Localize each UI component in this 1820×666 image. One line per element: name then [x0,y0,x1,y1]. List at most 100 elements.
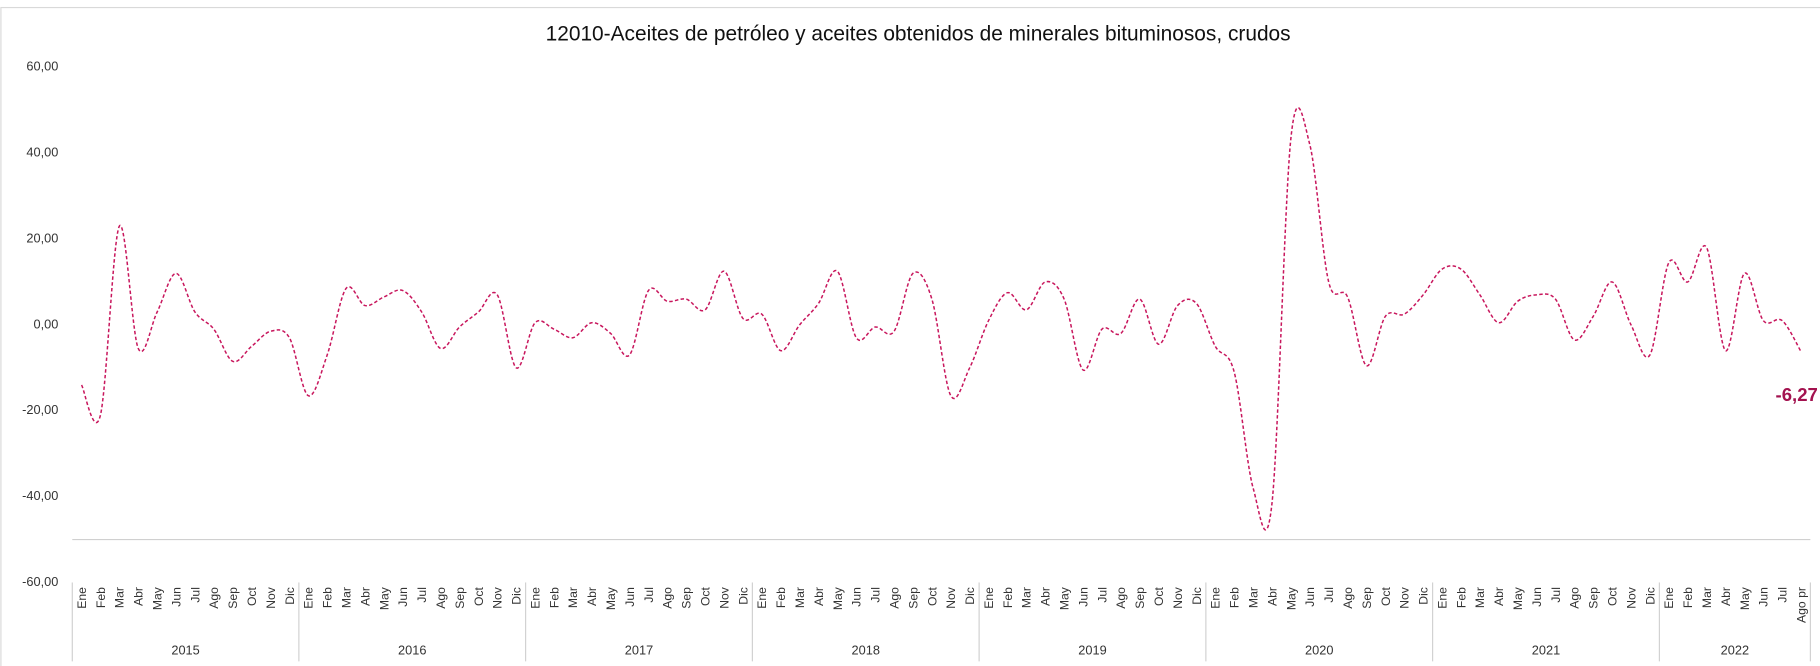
x-tick-label: Ago [1341,587,1355,609]
y-tick-label: -40,00 [22,488,58,503]
x-tick-label: Jun [396,587,410,607]
x-tick-label: Mar [1020,587,1034,608]
x-tick-label: May [1738,586,1752,610]
x-tick-label: Ago pr [1794,587,1808,623]
x-tick-label: Mar [339,587,353,608]
x-tick-label: Ago [434,587,448,609]
x-tick-label: Jun [623,587,637,607]
chart-title: 12010-Aceites de petróleo y aceites obte… [546,22,1291,45]
x-tick-label: Nov [717,586,731,609]
x-tick-label: Sep [453,587,467,609]
x-tick-label: Ene [1662,587,1676,609]
y-tick-label: -20,00 [22,402,58,417]
x-tick-label: Abr [1719,587,1733,606]
x-tick-label: Ago [207,587,221,609]
x-tick-label: May [1284,586,1298,610]
x-tick-label: Dic [1190,587,1204,605]
x-tick-label: Oct [245,586,259,606]
x-tick-label: Jul [188,587,202,603]
x-tick-label: Jul [1549,587,1563,603]
x-tick-label: Ago [1568,587,1582,609]
x-tick-label: Jul [1095,587,1109,603]
x-tick-label: Jul [415,587,429,603]
x-tick-label: Jun [850,587,864,607]
x-tick-label: Dic [1417,587,1431,605]
x-tick-label: Feb [547,587,561,608]
x-tick-label: May [1058,586,1072,610]
year-label: 2021 [1532,642,1560,657]
x-tick-label: Jun [1076,587,1090,607]
x-tick-label: May [604,586,618,610]
x-tick-label: Jul [1776,587,1790,603]
x-tick-label: Abr [1265,587,1279,606]
x-tick-label: Ene [982,587,996,609]
x-tick-label: Nov [1171,586,1185,609]
x-tick-label: Oct [1379,586,1393,606]
x-tick-label: Ago [887,587,901,609]
x-tick-label: Oct [925,586,939,606]
x-tick-label: Abr [358,587,372,606]
y-tick-label: 0,00 [34,316,59,331]
x-tick-label: Mar [793,587,807,608]
x-tick-label: Mar [566,587,580,608]
x-tick-label: Sep [1133,587,1147,609]
x-tick-label: Abr [812,587,826,606]
x-tick-label: Ene [1209,587,1223,609]
x-tick-label: Oct [1152,586,1166,606]
year-label: 2020 [1305,642,1333,657]
x-tick-label: Mar [1473,587,1487,608]
x-tick-label: Ago [1114,587,1128,609]
x-tick-label: Nov [491,586,505,609]
x-tick-label: Oct [1606,586,1620,606]
x-tick-label: Oct [699,586,713,606]
chart-border [0,6,1820,666]
year-label: 2018 [852,642,880,657]
year-label: 2019 [1078,642,1106,657]
x-tick-label: Dic [963,587,977,605]
x-tick-label: Ene [755,587,769,609]
x-tick-label: Sep [1587,587,1601,609]
x-tick-label: Nov [264,586,278,609]
x-tick-label: Ene [528,587,542,609]
x-tick-label: Jun [1530,587,1544,607]
x-tick-label: Jul [1322,587,1336,603]
x-tick-label: Sep [226,587,240,609]
x-tick-label: Jun [1303,587,1317,607]
x-tick-label: Jun [1757,587,1771,607]
x-tick-label: Feb [94,587,108,608]
y-tick-label: -60,00 [22,574,58,589]
x-tick-label: Dic [736,587,750,605]
x-tick-label: May [1511,586,1525,610]
x-tick-label: Nov [1398,586,1412,609]
year-label: 2022 [1721,642,1749,657]
year-label: 2017 [625,642,653,657]
y-tick-label: 40,00 [26,145,58,160]
x-tick-label: May [377,586,391,610]
x-tick-label: Nov [944,586,958,609]
x-tick-label: Feb [774,587,788,608]
x-tick-label: Abr [1492,587,1506,606]
x-tick-label: Abr [132,587,146,606]
x-tick-label: Jul [642,587,656,603]
x-tick-label: Nov [1624,586,1638,609]
x-tick-label: Sep [906,587,920,609]
x-tick-label: Ago [661,587,675,609]
x-tick-label: May [831,586,845,610]
x-tick-label: Feb [321,587,335,608]
x-tick-label: Dic [510,587,524,605]
year-label: 2015 [171,642,199,657]
x-tick-label: Ene [302,587,316,609]
x-tick-label: Jun [169,587,183,607]
x-tick-label: Dic [1643,587,1657,605]
x-tick-label: Oct [472,586,486,606]
x-tick-label: Feb [1454,587,1468,608]
x-tick-label: Mar [113,587,127,608]
x-tick-label: Ene [1435,587,1449,609]
x-tick-label: Mar [1246,587,1260,608]
x-tick-label: Abr [585,587,599,606]
series-line [80,107,1802,531]
x-tick-label: Feb [1681,587,1695,608]
x-tick-label: Mar [1700,587,1714,608]
x-tick-label: Dic [283,587,297,605]
